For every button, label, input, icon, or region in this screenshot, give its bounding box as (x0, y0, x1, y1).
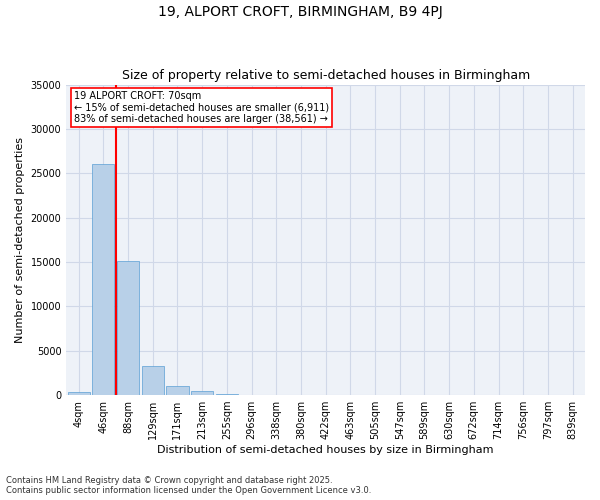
Bar (216, 394, 238, 395)
X-axis label: Distribution of semi-detached houses by size in Birmingham: Distribution of semi-detached houses by … (157, 445, 494, 455)
Text: Contains HM Land Registry data © Crown copyright and database right 2025.
Contai: Contains HM Land Registry data © Crown c… (6, 476, 371, 495)
Bar (191, 391, 213, 395)
Title: Size of property relative to semi-detached houses in Birmingham: Size of property relative to semi-detach… (122, 69, 530, 82)
Bar (142, 366, 164, 395)
Bar (68, 392, 90, 395)
Text: 19, ALPORT CROFT, BIRMINGHAM, B9 4PJ: 19, ALPORT CROFT, BIRMINGHAM, B9 4PJ (158, 5, 442, 19)
Bar (166, 386, 188, 395)
Text: 19 ALPORT CROFT: 70sqm
← 15% of semi-detached houses are smaller (6,911)
83% of : 19 ALPORT CROFT: 70sqm ← 15% of semi-det… (74, 91, 329, 124)
Y-axis label: Number of semi-detached properties: Number of semi-detached properties (15, 137, 25, 343)
Bar (92, 164, 115, 395)
Bar (117, 261, 139, 395)
